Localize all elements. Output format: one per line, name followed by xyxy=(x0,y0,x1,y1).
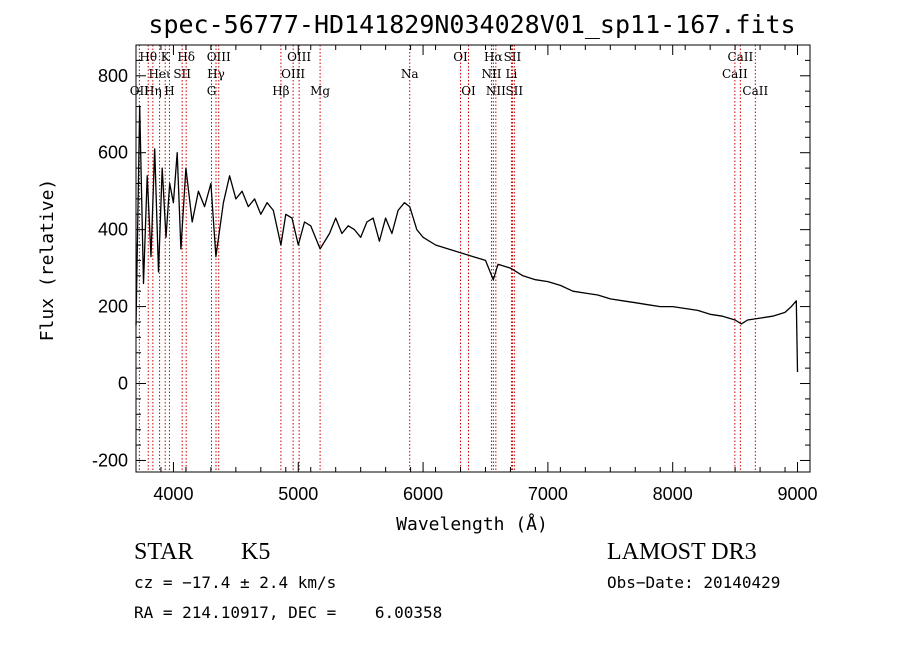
line-label-9: Hγ xyxy=(207,67,225,81)
line-label-16: OI xyxy=(453,50,468,64)
line-label-0: Hθ xyxy=(139,50,157,64)
observation-date: Obs−Date: 20140429 xyxy=(607,573,781,592)
line-label-14: Mg xyxy=(310,84,330,98)
x-axis-label: Wavelength (Å) xyxy=(396,513,548,535)
line-label-13: Hβ xyxy=(272,84,289,98)
y-tick-label-3: 400 xyxy=(98,220,128,240)
line-label-2: Heι xyxy=(148,67,171,81)
line-label-19: SII xyxy=(504,50,522,64)
line-label-22: NII xyxy=(486,84,506,98)
line-label-10: G xyxy=(207,84,217,98)
x-tick-label-2: 6000 xyxy=(403,484,443,504)
line-label-8: OIII xyxy=(207,50,231,64)
y-axis-label: Flux (relative) xyxy=(37,179,58,342)
line-label-4: K xyxy=(161,50,171,64)
line-labels: Hθ OII Heι Hη K H Hδ SII OIII Hγ G OIII OIII Hβ Mg Na OI… xyxy=(130,50,769,98)
line-label-23: SII xyxy=(505,84,523,98)
sky-coordinates: RA = 214.10917, DEC = 6.00358 xyxy=(134,603,443,622)
line-label-5: H xyxy=(164,84,174,98)
line-label-17: OI xyxy=(461,84,476,98)
object-subclass: K5 xyxy=(241,539,271,565)
object-class: STAR xyxy=(134,539,194,565)
line-label-26: CaII xyxy=(742,84,768,98)
line-label-18: Hα xyxy=(484,50,503,64)
axis-ticks: 4000 5000 6000 7000 8000 9000 -200 0 200 400 600 80… xyxy=(92,45,818,504)
y-tick-label-4: 600 xyxy=(98,143,128,163)
line-label-12: OIII xyxy=(281,67,305,81)
y-tick-label-0: -200 xyxy=(92,450,128,470)
y-tick-label-1: 0 xyxy=(118,374,128,394)
line-label-6: Hδ xyxy=(177,50,195,64)
y-tick-label-2: 200 xyxy=(98,297,128,317)
x-tick-label-1: 5000 xyxy=(278,484,318,504)
spectrum-series xyxy=(135,105,799,373)
line-label-7: SII xyxy=(173,67,191,81)
x-tick-label-4: 8000 xyxy=(653,484,693,504)
y-tick-label-5: 800 xyxy=(98,66,128,86)
spectrum-line xyxy=(135,105,799,373)
survey-name: LAMOST DR3 xyxy=(607,539,757,565)
emission-line-markers xyxy=(138,45,756,472)
line-label-21: Li xyxy=(506,67,518,81)
line-label-15: Na xyxy=(401,67,419,81)
x-tick-label-0: 4000 xyxy=(153,484,193,504)
line-label-24: CaII xyxy=(727,50,753,64)
line-label-20: NII xyxy=(481,67,501,81)
line-label-1: OII xyxy=(130,84,150,98)
line-label-11: OIII xyxy=(287,50,311,64)
redshift-velocity: cz = −17.4 ± 2.4 km/s xyxy=(134,573,337,592)
chart-title: spec-56777-HD141829N034028V01_sp11-167.f… xyxy=(148,10,795,39)
x-tick-label-5: 9000 xyxy=(777,484,817,504)
line-label-25: CaII xyxy=(722,67,748,81)
x-tick-label-3: 7000 xyxy=(528,484,568,504)
plot-frame xyxy=(135,44,811,473)
line-label-3: Hη xyxy=(144,84,162,98)
